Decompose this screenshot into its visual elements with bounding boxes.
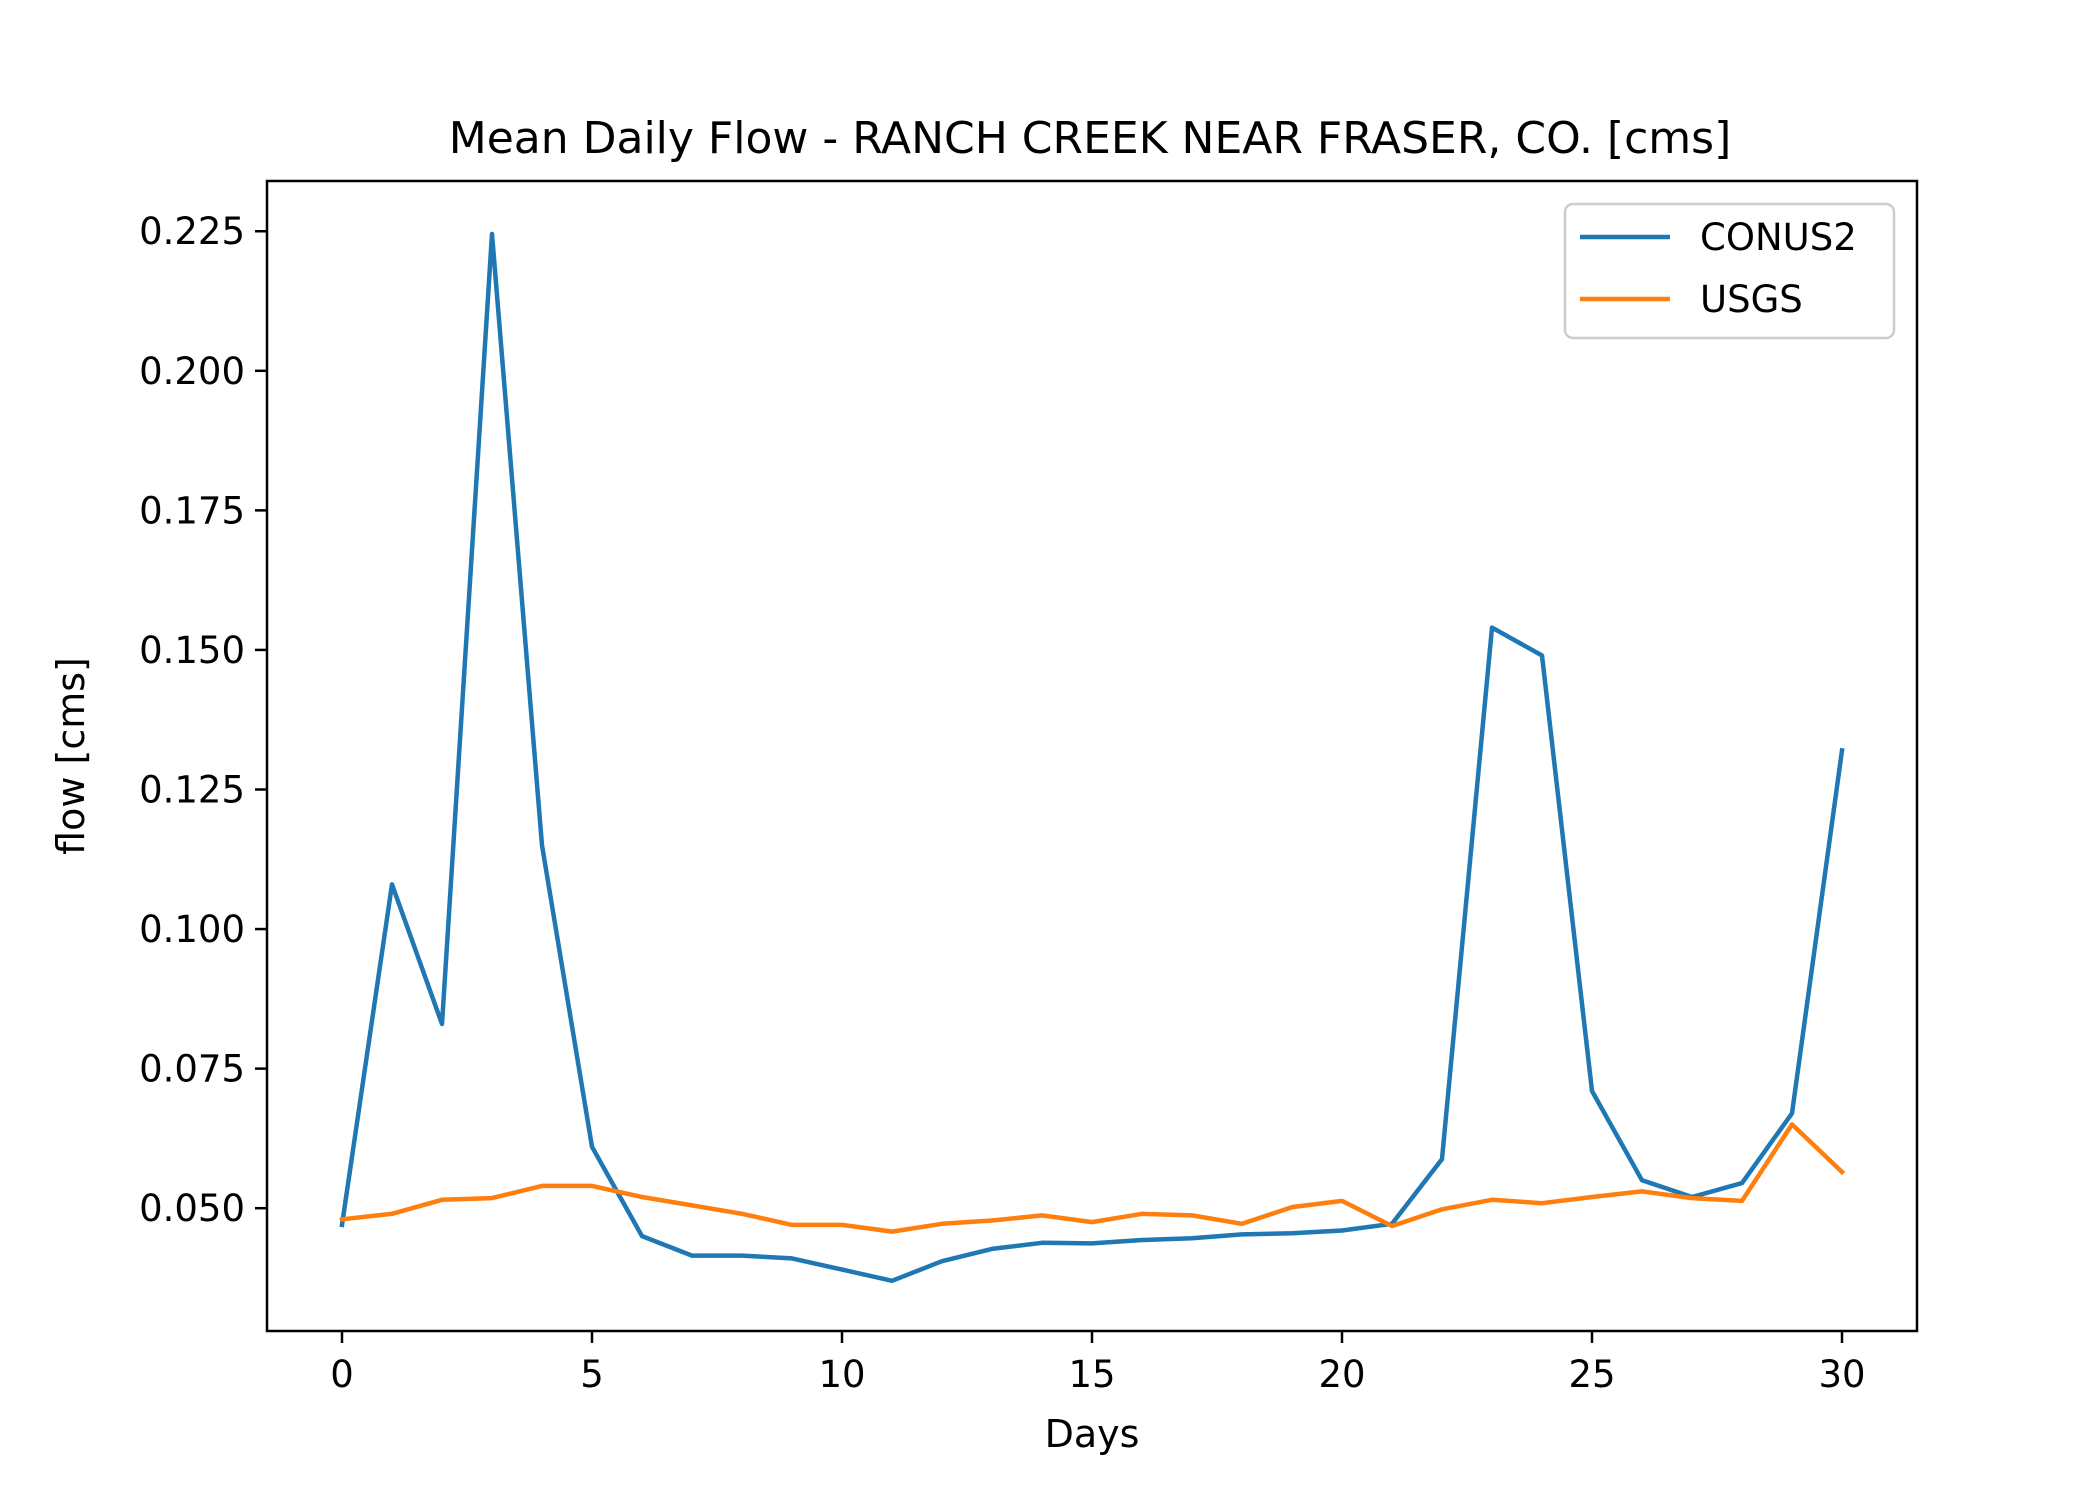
y-tick-label: 0.075 [139, 1048, 245, 1091]
y-tick-label: 0.100 [139, 908, 245, 951]
x-tick-label: 10 [818, 1353, 865, 1396]
x-tick-label: 15 [1068, 1353, 1115, 1396]
chart-title: Mean Daily Flow - RANCH CREEK NEAR FRASE… [449, 113, 1732, 164]
x-tick-label: 20 [1318, 1353, 1365, 1396]
y-tick-label: 0.150 [139, 629, 245, 672]
x-tick-label: 25 [1568, 1353, 1615, 1396]
series-line-conus2 [339, 231, 1845, 1284]
y-tick-label: 0.175 [139, 489, 245, 532]
series-lines [339, 231, 1846, 1284]
x-axis: 0 5 10 15 20 25 30 [330, 1331, 1866, 1396]
y-axis: 0.050 0.075 0.100 0.125 0.150 0.175 0.200 0.225 [139, 210, 267, 1230]
legend: CONUS2 USGS [1563, 202, 1896, 340]
x-tick-label: 5 [580, 1353, 604, 1396]
series-line-usgs [339, 1122, 1846, 1234]
plot-frame [265, 179, 1919, 1333]
legend-label-conus2: CONUS2 [1700, 216, 1857, 259]
legend-label-usgs: USGS [1700, 278, 1803, 321]
x-axis-label: Days [1045, 1412, 1140, 1456]
y-tick-label: 0.050 [139, 1187, 245, 1230]
x-tick-label: 30 [1818, 1353, 1865, 1396]
x-tick-label: 0 [330, 1353, 354, 1396]
y-axis-label: flow [cms] [49, 657, 93, 855]
plot-area: 0 5 10 15 20 25 30 0.0500.0750.1000.1250.1500.… [139, 179, 1919, 1396]
y-tick-label: 0.125 [139, 768, 245, 811]
y-tick-label: 0.225 [139, 210, 245, 253]
y-tick-label: 0.200 [139, 350, 245, 393]
